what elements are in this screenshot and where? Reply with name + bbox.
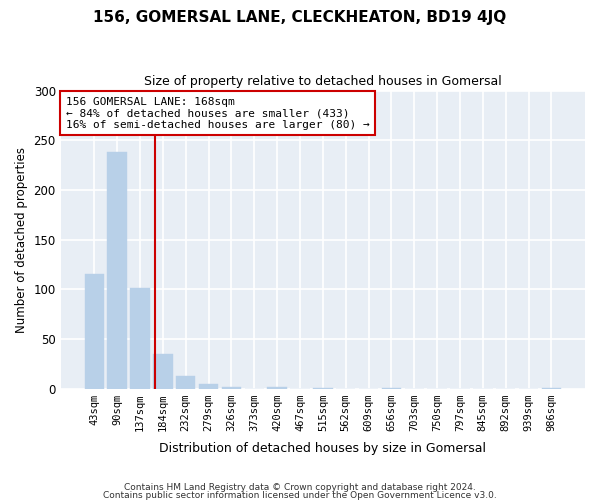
Text: Contains HM Land Registry data © Crown copyright and database right 2024.: Contains HM Land Registry data © Crown c…	[124, 484, 476, 492]
Bar	[130, 288, 149, 388]
Bar	[176, 376, 196, 388]
Title: Size of property relative to detached houses in Gomersal: Size of property relative to detached ho…	[144, 75, 502, 88]
Text: Contains public sector information licensed under the Open Government Licence v3: Contains public sector information licen…	[103, 490, 497, 500]
Bar	[85, 274, 104, 388]
Bar	[153, 354, 173, 388]
Text: 156, GOMERSAL LANE, CLECKHEATON, BD19 4JQ: 156, GOMERSAL LANE, CLECKHEATON, BD19 4J…	[94, 10, 506, 25]
X-axis label: Distribution of detached houses by size in Gomersal: Distribution of detached houses by size …	[160, 442, 487, 455]
Bar	[199, 384, 218, 388]
Y-axis label: Number of detached properties: Number of detached properties	[15, 146, 28, 332]
Bar	[268, 386, 287, 388]
Bar	[107, 152, 127, 388]
Bar	[221, 386, 241, 388]
Text: 156 GOMERSAL LANE: 168sqm
← 84% of detached houses are smaller (433)
16% of semi: 156 GOMERSAL LANE: 168sqm ← 84% of detac…	[66, 96, 370, 130]
